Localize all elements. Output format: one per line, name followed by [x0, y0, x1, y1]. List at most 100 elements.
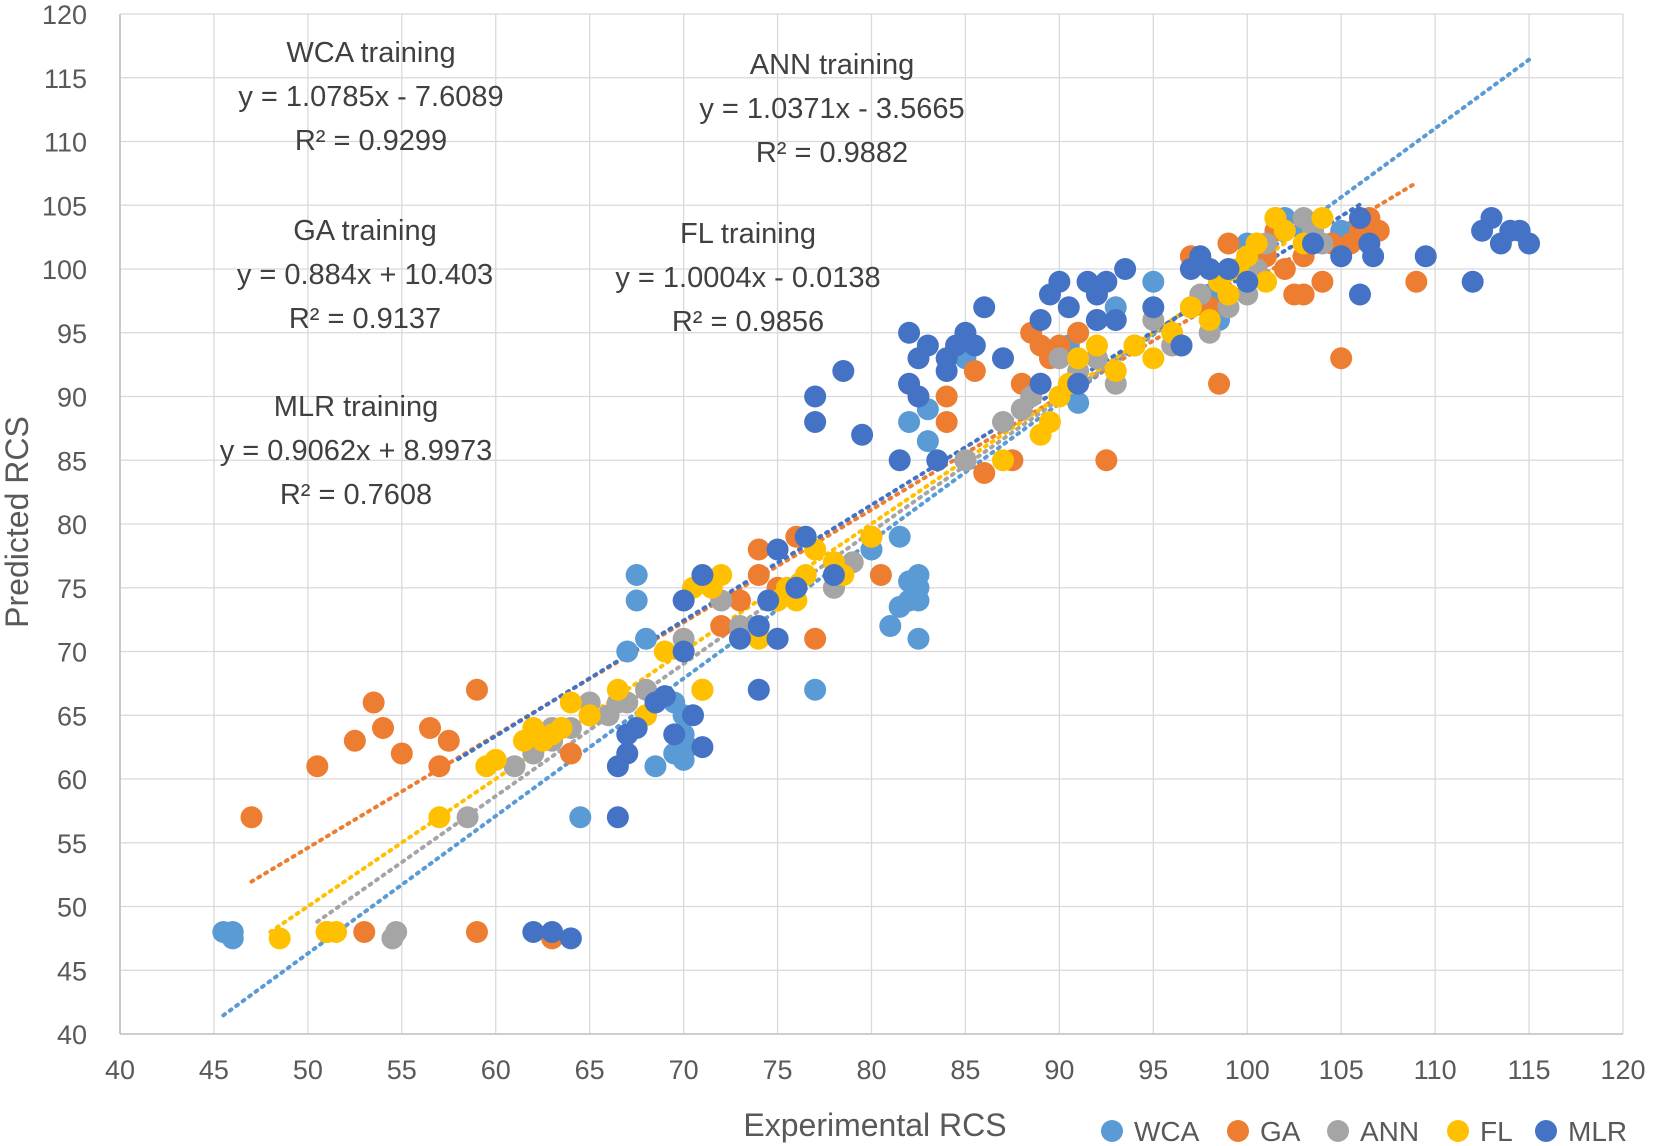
point-ga-5: [362, 691, 385, 714]
point-ga-30: [935, 385, 958, 408]
point-fl-30: [992, 449, 1015, 472]
point-ga-32: [973, 462, 996, 484]
point-mlr-5: [616, 742, 639, 765]
point-fl-45: [1217, 283, 1240, 306]
y-tick-label-45: 45: [57, 956, 87, 986]
x-tick-label-60: 60: [481, 1055, 511, 1085]
legend-marker-ann: [1327, 1120, 1349, 1142]
point-fl-42: [1179, 296, 1202, 319]
y-tick-label-110: 110: [44, 128, 87, 158]
point-fl-2: [325, 921, 348, 943]
point-mlr-0: [522, 921, 545, 943]
point-wca-23: [907, 627, 930, 650]
point-ga-53: [1311, 270, 1334, 293]
point-ga-9: [428, 755, 451, 778]
point-wca-26: [907, 589, 930, 612]
tick-labels: 40 45 50 55 60 65 70 75 80 85 90 95 100 105 110 115 120 4…: [42, 0, 1646, 1085]
point-mlr-65: [1348, 207, 1371, 229]
x-tick-label-65: 65: [575, 1055, 605, 1085]
point-mlr-17: [747, 678, 770, 701]
annotation-title: MLR training: [274, 391, 438, 423]
legend-label-ann: ANN: [1360, 1116, 1419, 1146]
annotation-equation: y = 1.0371x - 3.5665: [699, 93, 964, 125]
point-fl-35: [1067, 347, 1090, 370]
point-ga-1: [306, 755, 329, 778]
point-wca-16: [804, 678, 827, 701]
y-tick-label-105: 105: [42, 191, 87, 221]
y-tick-label-100: 100: [42, 255, 87, 285]
y-tick-label-80: 80: [57, 510, 87, 540]
point-mlr-12: [672, 640, 695, 663]
point-fl-39: [1142, 347, 1165, 370]
annotation-r-squared: R² = 0.9882: [756, 137, 908, 169]
point-mlr-27: [832, 360, 855, 382]
point-mlr-13: [682, 704, 705, 727]
x-tick-label-45: 45: [199, 1055, 229, 1085]
point-fl-0: [268, 927, 291, 950]
point-mlr-53: [1104, 309, 1127, 331]
axes: [119, 14, 1623, 1035]
annotation-ga-training: GA training y = 0.884x + 10.403 R² = 0.913…: [237, 215, 493, 335]
point-fl-20: [710, 564, 733, 586]
point-mlr-55: [1142, 296, 1165, 319]
point-wca-18: [879, 615, 902, 637]
point-mlr-61: [1236, 270, 1259, 293]
point-ga-29: [935, 411, 958, 433]
point-wca-27: [898, 411, 921, 433]
point-mlr-1: [541, 921, 564, 943]
point-ga-25: [804, 627, 827, 650]
point-mlr-59: [1198, 258, 1221, 280]
data-points: [212, 207, 1541, 950]
point-mlr-69: [1461, 270, 1484, 293]
y-tick-label-85: 85: [57, 446, 87, 476]
point-ga-12: [465, 921, 488, 943]
point-mlr-54: [1114, 258, 1137, 280]
point-wca-8: [644, 755, 667, 778]
annotation-equation: y = 1.0785x - 7.6089: [238, 81, 503, 113]
annotation-fl-training: FL training y = 1.0004x - 0.0138 R² = 0.98…: [615, 218, 880, 338]
point-mlr-31: [898, 321, 921, 344]
point-ga-11: [465, 678, 488, 701]
point-mlr-48: [1067, 372, 1090, 395]
point-mlr-18: [747, 615, 770, 637]
annotation-wca-training: WCA training y = 1.0785x - 7.6089 R² = 0.9…: [238, 37, 503, 157]
legend-label-ga: GA: [1260, 1116, 1301, 1146]
point-mlr-28: [851, 423, 874, 446]
point-fl-10: [550, 717, 573, 739]
point-ann-21: [954, 449, 977, 472]
point-ga-28: [869, 564, 892, 586]
point-ga-3: [343, 729, 366, 752]
annotation-equation: y = 1.0004x - 0.0138: [615, 262, 880, 294]
point-mlr-10: [663, 723, 686, 746]
point-mlr-3: [606, 806, 629, 829]
point-ga-44: [1208, 372, 1231, 395]
annotation-ann-training: ANN training y = 1.0371x - 3.5665 R² = 0.9…: [699, 49, 964, 169]
x-tick-label-115: 115: [1508, 1055, 1551, 1085]
point-mlr-25: [804, 385, 827, 408]
point-ga-7: [390, 742, 413, 765]
point-ga-19: [747, 538, 770, 561]
y-tick-label-40: 40: [57, 1020, 87, 1050]
x-tick-label-100: 100: [1225, 1055, 1270, 1085]
point-fl-48: [1245, 232, 1268, 255]
x-tick-label-55: 55: [387, 1055, 417, 1085]
legend-label-mlr: MLR: [1568, 1116, 1627, 1146]
legend-label-fl: FL: [1480, 1116, 1513, 1146]
point-mlr-19: [757, 589, 780, 612]
point-ga-18: [728, 589, 751, 612]
x-tick-label-120: 120: [1600, 1055, 1645, 1085]
point-mlr-23: [794, 525, 817, 548]
point-mlr-44: [1029, 309, 1052, 331]
point-fl-29: [860, 525, 883, 548]
x-tick-label-75: 75: [763, 1055, 793, 1085]
point-wca-20: [888, 525, 911, 548]
point-mlr-51: [1085, 309, 1108, 331]
point-mlr-62: [1302, 232, 1325, 255]
annotation-r-squared: R² = 0.7608: [280, 479, 432, 511]
legend: WCA GA ANN FL MLR: [1101, 1116, 1627, 1146]
y-tick-label-115: 115: [44, 64, 87, 94]
legend-marker-ga: [1227, 1120, 1249, 1142]
point-mlr-75: [1518, 232, 1541, 255]
